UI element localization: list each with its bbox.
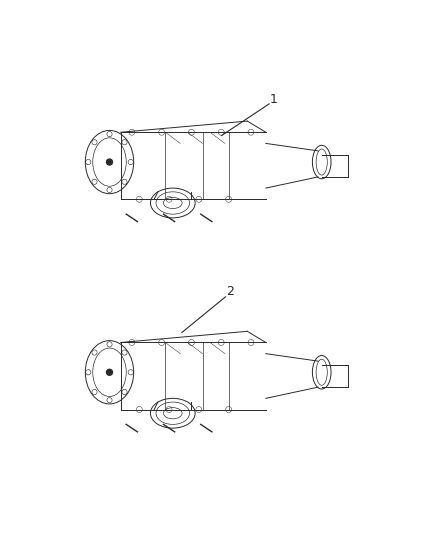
Circle shape xyxy=(106,159,113,165)
Text: 1: 1 xyxy=(270,93,278,106)
Text: 2: 2 xyxy=(226,285,234,298)
Circle shape xyxy=(106,369,113,375)
